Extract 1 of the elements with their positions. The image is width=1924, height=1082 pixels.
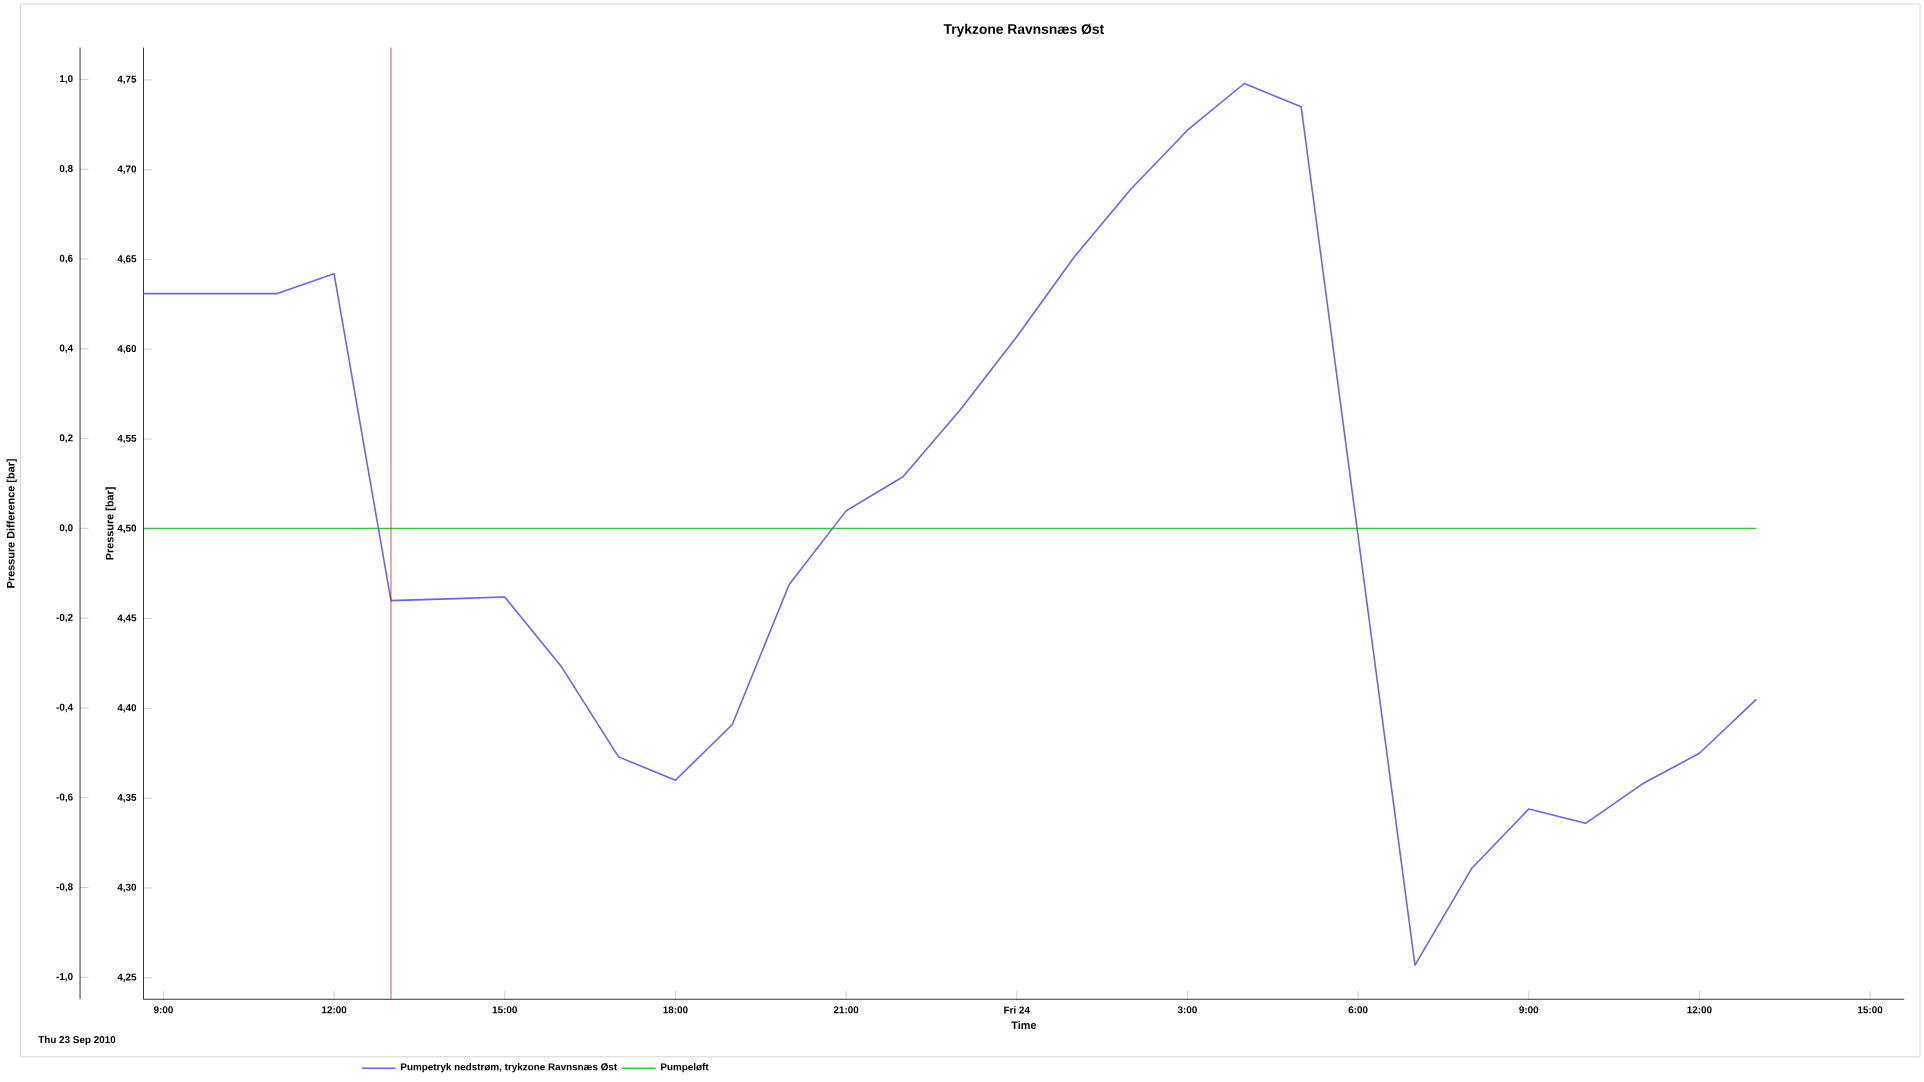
line-series — [142, 83, 1758, 967]
